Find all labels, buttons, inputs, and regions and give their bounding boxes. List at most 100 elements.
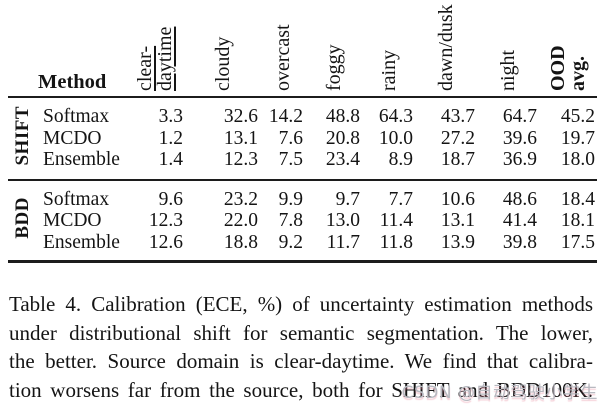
rotated-header-wrap: dawn/dusk: [415, 0, 477, 94]
value-cell: 9.2: [260, 231, 305, 263]
header-group-spacer: [8, 0, 38, 98]
rotated-header-text: overcast: [271, 24, 294, 91]
value-cell: 13.0: [325, 210, 360, 231]
method-name: Ensemble: [38, 231, 124, 263]
results-table: Method clear-daytime cloudy overcast: [8, 0, 597, 263]
value-cell: 36.9: [477, 149, 539, 181]
value-cell: 10.6: [440, 188, 475, 210]
row-group-label-text: SHIFT: [12, 105, 33, 166]
caption-line: the better. Source domain is clear-dayti…: [9, 349, 593, 373]
value-cell: 48.6: [502, 188, 537, 210]
value-cell: 13.1: [223, 127, 258, 149]
value-cell: 39.6: [502, 127, 537, 149]
method-name: Ensemble: [38, 149, 124, 181]
column-header-night: night: [477, 0, 539, 98]
value-cell: 18.8: [185, 231, 260, 263]
header-line: OOD: [547, 45, 569, 91]
rotated-header-text: cloudy: [211, 36, 234, 91]
rotated-header-text: clear-daytime: [133, 26, 176, 91]
table-caption: Table 4. Calibration (ECE, %) of uncerta…: [9, 290, 593, 404]
value-cell: 1.2: [158, 127, 183, 149]
rotated-header-wrap: OOD avg.: [539, 0, 597, 94]
value-cell: 11.8: [362, 231, 415, 263]
value-cell: 1.4: [124, 149, 185, 181]
value-cell: 12.3: [148, 210, 183, 231]
column-header-foggy: foggy: [305, 0, 362, 98]
value-cell: 12.3: [185, 149, 260, 181]
value-cell: 39.8: [477, 231, 539, 263]
value-cell: 27.2: [440, 127, 475, 149]
header-line: daytime: [153, 26, 176, 91]
value-cell: 9.7: [335, 188, 360, 210]
method-name: MCDO: [43, 210, 102, 231]
column-header-dawn-dusk: dawn/dusk: [415, 0, 477, 98]
value-cell: 7.5: [260, 149, 305, 181]
value-cell: 10.0: [378, 127, 413, 149]
rotated-header-text: rainy: [377, 49, 400, 91]
column-header-clear-daytime: clear-daytime: [124, 0, 185, 98]
table-group-bdd: BDD Softmax 9.6 23.2 9.9 9.7 7.7 10.6 48.6 18.4 MC…: [8, 179, 597, 263]
value-cell: 18.0: [539, 149, 597, 181]
rotated-header-wrap: cloudy: [185, 0, 260, 94]
value-cell: 9.9: [278, 188, 303, 210]
table-group-shift: SHIFT Softmax 3.3 32.6 14.2 48.8 64.3 43.7 64.7 4…: [8, 97, 597, 181]
rotated-header-wrap: night: [477, 0, 539, 94]
value-cell: 17.5: [539, 231, 597, 263]
header-line: avg.: [567, 56, 589, 91]
caption-line: tion worsens far from the source, both f…: [9, 377, 593, 402]
value-cell: 12.6: [124, 231, 185, 263]
table-row: MCDO 1.2 13.1 7.6 20.8 10.0 27.2 39.6 19.7: [8, 128, 597, 150]
rotated-header-text: OOD avg.: [547, 45, 589, 91]
rotated-header-text: dawn/dusk: [435, 4, 457, 91]
row-group-label: BDD: [8, 179, 38, 263]
method-name: Softmax: [43, 106, 110, 127]
header-line: clear-: [133, 45, 156, 91]
value-cell: 41.4: [502, 210, 537, 231]
column-header-ood-avg: OOD avg.: [539, 0, 597, 98]
value-cell: 7.7: [388, 188, 413, 210]
table-row: Ensemble 12.6 18.8 9.2 11.7 11.8 13.9 39.8 17.5: [8, 231, 597, 263]
value-cell: 20.8: [325, 127, 360, 149]
rotated-header-wrap: clear-daytime: [124, 0, 185, 94]
value-cell: 22.0: [223, 210, 258, 231]
row-group-label-text: BDD: [12, 196, 33, 239]
value-cell: 18.7: [415, 149, 477, 181]
column-header-rainy: rainy: [362, 0, 415, 98]
value-cell: 23.2: [223, 188, 258, 210]
value-cell: 7.8: [278, 210, 303, 231]
value-cell: 7.6: [278, 127, 303, 149]
value-cell: 32.6: [223, 106, 258, 127]
method-name: MCDO: [43, 127, 102, 149]
method-column-header-text: Method: [38, 71, 107, 93]
rotated-header-wrap: foggy: [305, 0, 362, 94]
rotated-header-wrap: overcast: [260, 0, 305, 94]
column-header-cloudy: cloudy: [185, 0, 260, 98]
value-cell: 19.7: [560, 127, 595, 149]
method-column-header: Method: [38, 0, 124, 98]
value-cell: 14.2: [268, 106, 303, 127]
method-name: Softmax: [43, 188, 110, 210]
value-cell: 64.7: [502, 106, 537, 127]
value-cell: 48.8: [325, 106, 360, 127]
rotated-header-text: night: [497, 49, 519, 91]
row-group-label: SHIFT: [8, 97, 38, 181]
table-row: SHIFT Softmax 3.3 32.6 14.2 48.8 64.3 43.7 64.7 4…: [8, 97, 597, 181]
value-cell: 23.4: [305, 149, 362, 181]
table-header: Method clear-daytime cloudy overcast: [8, 0, 597, 98]
value-cell: 8.9: [362, 149, 415, 181]
rotated-header-text: foggy: [322, 44, 345, 91]
value-cell: 45.2: [560, 106, 595, 127]
value-cell: 64.3: [378, 106, 413, 127]
value-cell: 9.6: [158, 188, 183, 210]
value-cell: 18.1: [560, 210, 595, 231]
header-row: Method clear-daytime cloudy overcast: [8, 0, 597, 98]
column-header-overcast: overcast: [260, 0, 305, 98]
caption-line: under distributional shift for semantic …: [9, 320, 593, 345]
table-row: MCDO 12.3 22.0 7.8 13.0 11.4 13.1 41.4 18.1: [8, 210, 597, 232]
value-cell: 43.7: [440, 106, 475, 127]
caption-line: Table 4. Calibration (ECE, %) of uncerta…: [9, 292, 593, 316]
table-row: Ensemble 1.4 12.3 7.5 23.4 8.9 18.7 36.9 18.0: [8, 149, 597, 181]
value-cell: 13.9: [415, 231, 477, 263]
value-cell: 11.7: [305, 231, 362, 263]
